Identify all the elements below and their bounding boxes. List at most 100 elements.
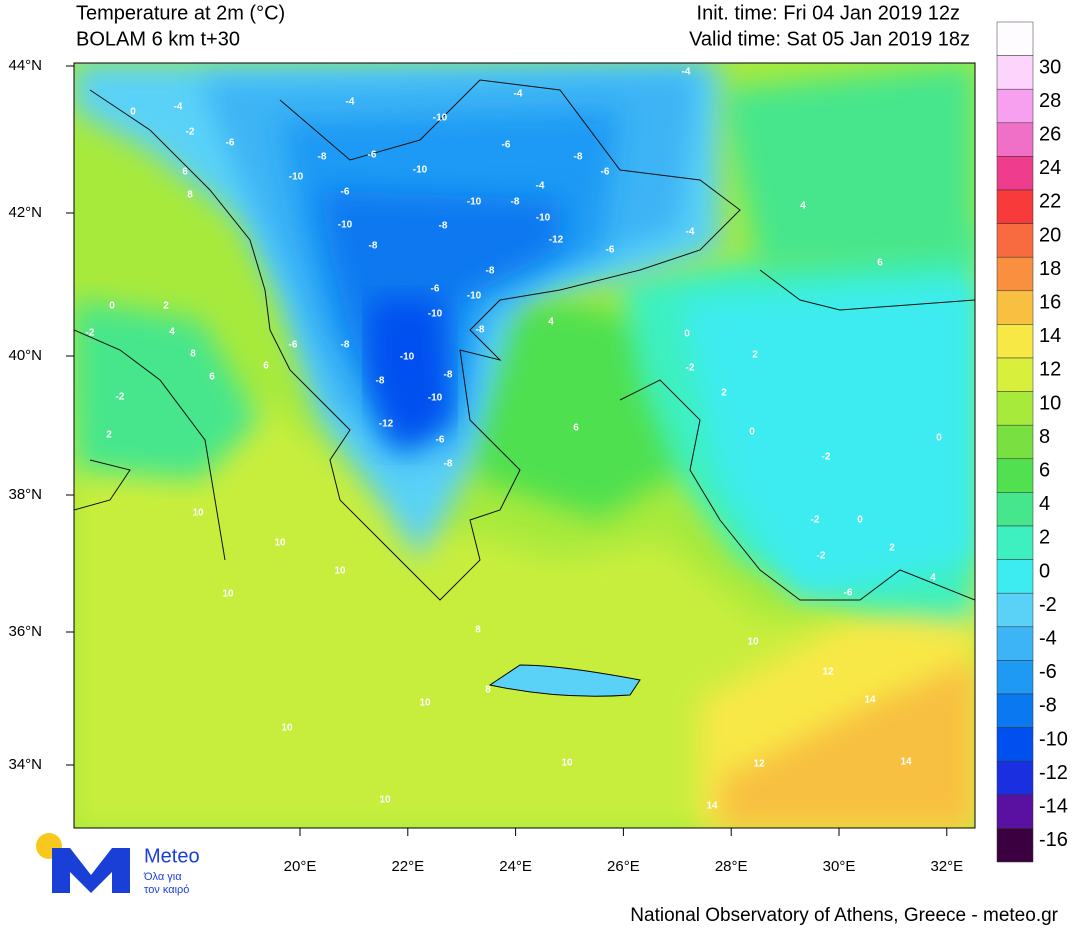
lon-label: 30°E [823,858,856,875]
colorbar-swatch [996,88,1034,124]
contour-label: -8 [376,376,385,387]
contour-label: -6 [431,284,440,295]
contour-label: 0 [749,427,755,438]
colorbar-label: 2 [1039,527,1050,549]
contour-label: -2 [817,551,826,562]
contour-label: -6 [368,150,377,161]
contour-label: -6 [226,138,235,149]
contour-label: 10 [561,758,573,769]
lon-label: 26°E [607,858,640,875]
contour-label: -6 [844,588,853,599]
colorbar-swatch [996,727,1034,762]
title: Temperature at 2m (°C) [76,2,285,24]
lat-label: 38°N [8,486,42,503]
colorbar-label: -14 [1039,795,1068,817]
contour-label: -6 [436,435,445,446]
colorbar-label: 10 [1039,392,1061,414]
contour-label: -4 [174,102,183,113]
colorbar-label: 24 [1039,157,1061,179]
colorbar-label: -10 [1039,728,1068,750]
contour-label: 6 [573,423,579,434]
logo-mark [52,848,130,893]
contour-label: 0 [130,107,136,118]
lat-label: 36°N [8,623,42,640]
colorbar-label: 6 [1039,459,1050,481]
contour-label: 8 [485,685,491,696]
colorbar-label: -6 [1039,661,1057,683]
colorbar-swatch [996,559,1034,594]
contour-label: 8 [475,625,481,636]
contour-label: -8 [444,459,453,470]
colorbar-swatch [996,626,1034,661]
colorbar-label: 22 [1039,191,1061,213]
contour-label: 10 [747,637,759,648]
contour-label: 4 [800,201,806,212]
lat-label: 40°N [8,347,42,364]
colorbar-label: 16 [1039,291,1061,313]
colorbar-swatch [996,391,1034,426]
contour-label: 4 [169,327,175,338]
colorbar-label: -16 [1039,829,1068,851]
contour-label: -12 [549,235,564,246]
contour-label: -6 [341,187,350,198]
contour-label: 0 [684,329,690,340]
colorbar-swatch [996,223,1034,258]
contour-label: -6 [502,140,511,151]
contour-label: -8 [444,370,453,381]
colorbar-swatch [996,525,1034,560]
contour-label: -10 [536,213,551,224]
map-frame [73,62,976,829]
contour-label: -8 [486,266,495,277]
contour-label: 6 [877,258,883,269]
colorbar-swatch [996,660,1034,695]
colorbar-swatch [996,290,1034,325]
contour-label: -10 [338,220,353,231]
colorbar-swatch [996,256,1034,292]
logo-name: Meteo [144,845,200,867]
contour-label: -8 [511,197,520,208]
contour-label: -2 [686,363,695,374]
contour-label: 10 [419,698,431,709]
lat-label: 44°N [8,57,42,74]
footer: National Observatory of Athens, Greece -… [630,905,1058,926]
lat-label: 34°N [8,756,42,773]
contour-label: -12 [379,419,394,430]
colorbar-swatch [996,122,1034,157]
colorbar-label: 12 [1039,359,1061,381]
contour-label: -10 [289,172,304,183]
contour-label: 2 [889,543,895,554]
contour-label: -10 [467,291,482,302]
contour-label: 12 [753,759,765,770]
colorbar-swatch [996,760,1034,796]
colorbar-label: 4 [1039,493,1050,515]
contour-label: -2 [811,515,820,526]
contour-label: 2 [721,388,727,399]
contour-label: 6 [182,167,188,178]
contour-label: -10 [413,165,428,176]
contour-label: 10 [334,566,346,577]
colorbar-swatch [996,458,1034,493]
contour-label: 6 [263,361,269,372]
contour-label: 4 [930,573,936,584]
contour-label: 8 [190,349,196,360]
contour-label: -8 [318,152,327,163]
colorbar-swatch [996,21,1034,56]
colorbar-label: -8 [1039,695,1057,717]
contour-label: 0 [936,433,942,444]
contour-label: -6 [606,245,615,256]
colorbar-label: -2 [1039,594,1057,616]
colorbar-swatch [996,828,1034,863]
logo-tagline: τον καιρό [144,884,189,896]
colorbar-swatch [996,156,1034,191]
lon-label: 22°E [391,858,424,875]
contour-label: -4 [346,97,355,108]
colorbar-label: 26 [1039,123,1061,145]
contour-label: 14 [864,695,876,706]
contour-label: 10 [192,508,204,519]
contour-label: 0 [857,515,863,526]
contour-label: -2 [822,452,831,463]
contour-label: -8 [369,241,378,252]
init-time: Init. time: Fri 04 Jan 2019 12z [697,2,960,24]
contour-label: 10 [274,538,286,549]
